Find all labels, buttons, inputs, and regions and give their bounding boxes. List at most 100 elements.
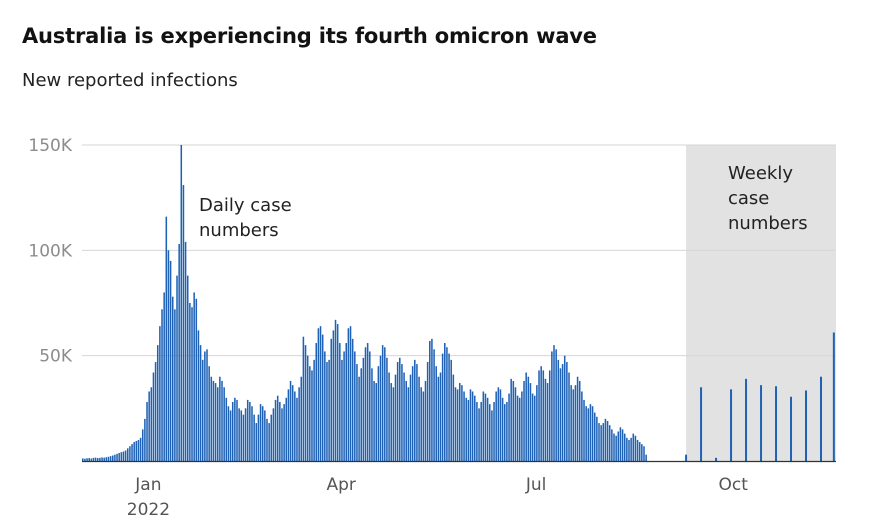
daily-bar	[521, 391, 523, 461]
weekly-bar	[805, 390, 808, 461]
daily-bar	[510, 378, 512, 461]
daily-bar	[540, 366, 542, 461]
daily-bar	[478, 408, 480, 461]
daily-bar	[409, 374, 412, 461]
daily-bar	[133, 442, 135, 461]
daily-bar	[574, 385, 577, 461]
weekly-bar	[715, 457, 718, 461]
daily-bar	[401, 364, 403, 461]
daily-bar	[137, 439, 140, 461]
daily-bar	[150, 387, 153, 461]
weekly-bar	[775, 386, 778, 461]
daily-bar	[261, 406, 264, 461]
daily-bar	[576, 376, 579, 461]
daily-bar	[92, 457, 95, 461]
daily-bar	[469, 389, 472, 461]
daily-bar	[587, 408, 590, 461]
daily-bar	[124, 450, 127, 461]
daily-bar	[109, 456, 112, 461]
daily-bar	[195, 298, 198, 461]
daily-bar	[101, 457, 103, 461]
daily-bar	[596, 416, 598, 461]
annotation-daily-line1: Daily case	[199, 195, 292, 216]
daily-bar	[354, 351, 356, 461]
daily-bar	[491, 410, 493, 461]
daily-bar	[156, 345, 159, 461]
daily-bar	[452, 374, 455, 461]
daily-bar	[529, 383, 532, 461]
daily-bar	[418, 376, 420, 461]
daily-bar	[628, 439, 630, 461]
daily-bar	[154, 361, 157, 461]
daily-bar	[259, 404, 262, 461]
daily-bar	[533, 395, 536, 461]
daily-bar	[103, 457, 105, 461]
daily-bar	[236, 399, 238, 461]
daily-bar	[399, 357, 401, 461]
daily-bar	[448, 353, 450, 461]
daily-bar	[422, 391, 425, 461]
daily-bar	[379, 355, 382, 461]
x-tick-label: Jul	[525, 475, 547, 495]
daily-bar	[131, 444, 133, 461]
daily-bar	[272, 408, 275, 461]
daily-bar	[94, 457, 97, 461]
daily-bar	[471, 391, 474, 461]
daily-bar	[360, 368, 363, 461]
daily-bar	[328, 359, 330, 461]
daily-bar	[501, 397, 504, 461]
daily-bar	[561, 364, 564, 461]
x-axis-ticks: Jan 2022 Apr Jul Oct	[127, 475, 748, 520]
daily-bar	[566, 361, 568, 461]
daily-bar	[197, 330, 200, 461]
daily-bar	[255, 423, 258, 461]
y-tick-label: 100K	[28, 241, 72, 261]
daily-bar	[193, 292, 195, 461]
daily-bar	[632, 433, 635, 461]
daily-bar	[129, 446, 131, 461]
daily-bar	[463, 391, 465, 461]
daily-bar	[499, 389, 502, 461]
daily-bar	[214, 383, 217, 461]
daily-bar	[358, 376, 360, 461]
daily-bar	[234, 397, 236, 461]
daily-bar	[253, 414, 255, 461]
weekly-bar	[745, 378, 748, 461]
daily-bar	[135, 440, 138, 461]
daily-bar	[167, 250, 170, 461]
daily-bar	[257, 414, 260, 461]
daily-bar	[643, 446, 645, 461]
daily-bar	[182, 185, 185, 461]
daily-bar	[531, 393, 534, 461]
daily-bar	[396, 361, 399, 461]
daily-bar	[557, 359, 560, 461]
daily-bar	[508, 393, 510, 461]
daily-bar	[403, 372, 405, 461]
weekly-bar	[730, 389, 733, 461]
daily-bar	[405, 380, 407, 461]
daily-bar	[456, 389, 459, 461]
daily-bar	[345, 343, 348, 461]
daily-bar	[249, 402, 251, 461]
daily-bar	[433, 349, 435, 461]
daily-bar	[82, 458, 84, 461]
daily-bar	[264, 410, 266, 461]
daily-bar	[238, 408, 240, 461]
daily-bar	[544, 378, 547, 461]
daily-bar	[118, 452, 120, 461]
daily-bar	[163, 292, 165, 461]
daily-bar	[630, 437, 632, 461]
daily-bar	[122, 451, 125, 461]
daily-bar	[450, 359, 452, 461]
daily-bar	[90, 458, 93, 461]
daily-bar	[581, 391, 583, 461]
daily-bar	[126, 448, 129, 461]
daily-bar	[626, 437, 628, 461]
daily-bar	[311, 370, 313, 461]
annotation-weekly-line1: Weekly	[728, 163, 793, 184]
daily-bar	[300, 376, 303, 461]
daily-bar	[488, 404, 491, 461]
daily-bar	[216, 387, 219, 461]
daily-bar	[375, 383, 377, 461]
daily-bar	[199, 345, 202, 461]
